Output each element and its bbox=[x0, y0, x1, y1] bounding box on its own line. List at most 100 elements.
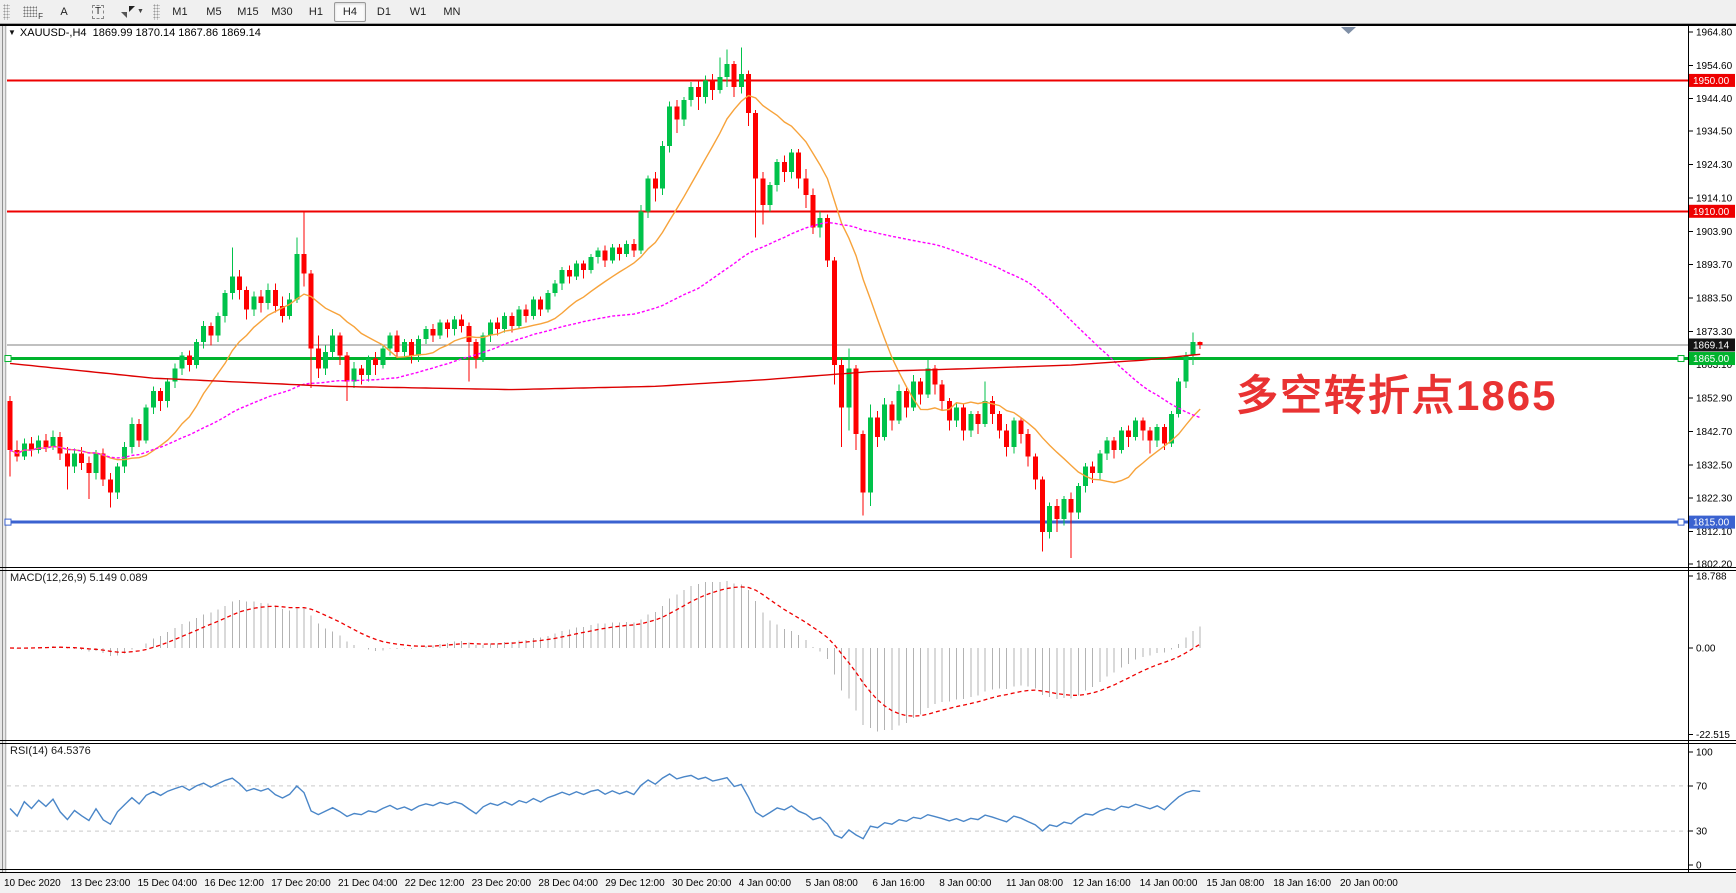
time-tick-11: 4 Jan 00:00 bbox=[739, 878, 792, 889]
price-tick-1893.70: 1893.70 bbox=[1696, 260, 1733, 271]
macd-signal-line bbox=[9, 586, 1201, 717]
price-badge-text-1869.14: 1869.14 bbox=[1693, 340, 1730, 351]
macd-histogram bbox=[16, 581, 1201, 732]
timeframe-button-group: M1 M5 M15 M30 H1 H4 D1 W1 MN bbox=[163, 1, 469, 22]
rsi-indicator-label: RSI(14) 64.5376 bbox=[10, 745, 91, 757]
time-tick-19: 18 Jan 16:00 bbox=[1273, 878, 1331, 889]
price-tick-1934.50: 1934.50 bbox=[1696, 127, 1733, 138]
arrows-tool-button[interactable]: ▼ bbox=[116, 2, 149, 22]
time-tick-6: 22 Dec 12:00 bbox=[405, 878, 465, 889]
price-tick-1873.30: 1873.30 bbox=[1696, 327, 1733, 338]
chart-toolbar: F A T ▼ M1 M5 M15 M30 H1 H4 D1 W1 MN bbox=[0, 0, 1736, 24]
timeframe-button-W1[interactable]: W1 bbox=[409, 5, 427, 18]
price-tick-1903.90: 1903.90 bbox=[1696, 227, 1733, 238]
ma-fast-line bbox=[9, 94, 1201, 484]
rsi-tick-30: 30 bbox=[1696, 827, 1708, 838]
price-tick-1964.80: 1964.80 bbox=[1696, 28, 1733, 39]
timeframe-button-M30[interactable]: M30 bbox=[271, 5, 293, 18]
price-tick-1842.70: 1842.70 bbox=[1696, 427, 1733, 438]
price-badge-text-1815.00: 1815.00 bbox=[1693, 518, 1730, 529]
timeframe-button-MN[interactable]: MN bbox=[443, 5, 461, 18]
time-tick-7: 23 Dec 20:00 bbox=[472, 878, 532, 889]
time-tick-16: 12 Jan 16:00 bbox=[1073, 878, 1131, 889]
price-tick-1944.40: 1944.40 bbox=[1696, 94, 1733, 105]
timeframe-button-H1[interactable]: H1 bbox=[308, 5, 323, 18]
chart-annotation-text: 多空转折点1865 bbox=[1236, 372, 1558, 419]
toolbar-drag-handle[interactable] bbox=[3, 3, 10, 20]
price-tick-1863.10: 1863.10 bbox=[1696, 360, 1733, 371]
dock-grid-icon: F bbox=[23, 6, 43, 21]
macd-tick--22.515: -22.515 bbox=[1696, 730, 1730, 741]
price-badge-1865.00 bbox=[1689, 352, 1735, 366]
price-tick-1914.10: 1914.10 bbox=[1696, 193, 1733, 204]
time-tick-3: 16 Dec 12:00 bbox=[204, 878, 264, 889]
pane-borders bbox=[0, 24, 1736, 873]
timeframe-toolbar-handle[interactable] bbox=[152, 3, 160, 20]
price-tick-1832.50: 1832.50 bbox=[1696, 460, 1733, 471]
symbol-period-label: XAUUSD-,H4 bbox=[19, 27, 87, 39]
line-handle-1815.00[interactable] bbox=[4, 518, 12, 526]
dock-chart-button[interactable]: F bbox=[14, 2, 46, 22]
time-tick-17: 14 Jan 00:00 bbox=[1140, 878, 1198, 889]
timeframe-button-M1[interactable]: M1 bbox=[172, 5, 188, 18]
chevron-down-icon: ▼ bbox=[137, 8, 144, 15]
ohlc-values: 1869.99 1870.14 1867.86 1869.14 bbox=[92, 27, 261, 39]
horizontal-level-lines[interactable] bbox=[7, 79, 1688, 524]
price-tick-1852.90: 1852.90 bbox=[1696, 394, 1733, 405]
macd-indicator-label: MACD(12,26,9) 5.149 0.089 bbox=[10, 572, 148, 584]
price-badge-1815.00 bbox=[1689, 515, 1735, 529]
price-tick-1924.30: 1924.30 bbox=[1696, 160, 1733, 171]
rsi-tick-100: 100 bbox=[1696, 748, 1713, 759]
price-badge-1910.00 bbox=[1689, 204, 1735, 218]
price-badge-text-1865.00: 1865.00 bbox=[1693, 354, 1730, 365]
price-tick-1812.10: 1812.10 bbox=[1696, 527, 1733, 538]
price-tick-1954.60: 1954.60 bbox=[1696, 61, 1733, 72]
time-tick-5: 21 Dec 04:00 bbox=[338, 878, 398, 889]
time-axis[interactable]: 10 Dec 2020 13 Dec 23:00 15 Dec 04:00 16 De… bbox=[4, 878, 1398, 889]
rsi-tick-0: 0 bbox=[1696, 861, 1702, 872]
price-tick-1822.30: 1822.30 bbox=[1696, 494, 1733, 505]
text-tool-button[interactable]: T bbox=[82, 2, 114, 22]
draw-arrows-icon bbox=[121, 5, 135, 18]
time-tick-10: 30 Dec 20:00 bbox=[672, 878, 732, 889]
timeframe-button-M5[interactable]: M5 bbox=[206, 5, 222, 18]
time-tick-12: 5 Jan 08:00 bbox=[806, 878, 859, 889]
chart-shift-marker[interactable] bbox=[1341, 27, 1356, 34]
price-axis[interactable]: 1964.80 1954.60 1944.40 1934.50 1924.30 1914.… bbox=[1688, 28, 1735, 872]
time-tick-20: 20 Jan 00:00 bbox=[1340, 878, 1398, 889]
rsi-line bbox=[9, 773, 1201, 840]
time-tick-0: 10 Dec 2020 bbox=[4, 878, 61, 889]
macd-tick-0.00: 0.00 bbox=[1696, 644, 1716, 655]
annotate-tool-button[interactable]: A bbox=[48, 2, 80, 22]
time-tick-8: 28 Dec 04:00 bbox=[538, 878, 598, 889]
timeframe-button-M15[interactable]: M15 bbox=[237, 5, 259, 18]
price-tick-1883.50: 1883.50 bbox=[1696, 294, 1733, 305]
line-handle-1815.00[interactable] bbox=[1677, 518, 1685, 526]
macd-tick-18.788: 18.788 bbox=[1696, 571, 1727, 582]
ma-mid-line bbox=[9, 221, 1201, 459]
letter-a-icon: A bbox=[60, 5, 68, 18]
price-badge-1950.00 bbox=[1689, 73, 1735, 87]
time-tick-14: 8 Jan 00:00 bbox=[939, 878, 992, 889]
ma-slow-line bbox=[9, 353, 1201, 391]
time-tick-4: 17 Dec 20:00 bbox=[271, 878, 331, 889]
candlestick-series bbox=[7, 47, 1203, 559]
line-handle-1865.00[interactable] bbox=[4, 355, 12, 363]
timeframe-button-D1[interactable]: D1 bbox=[376, 5, 391, 18]
time-tick-2: 15 Dec 04:00 bbox=[138, 878, 198, 889]
price-badge-text-1950.00: 1950.00 bbox=[1693, 76, 1730, 87]
line-handle-1865.00[interactable] bbox=[1677, 355, 1685, 363]
timeframe-button-H4[interactable]: H4 bbox=[333, 1, 366, 22]
time-tick-13: 6 Jan 16:00 bbox=[872, 878, 925, 889]
text-box-icon: T bbox=[91, 4, 105, 19]
time-tick-1: 13 Dec 23:00 bbox=[71, 878, 131, 889]
time-axis-strip[interactable] bbox=[0, 873, 1736, 893]
rsi-tick-70: 70 bbox=[1696, 781, 1708, 792]
price-badge-text-1910.00: 1910.00 bbox=[1693, 207, 1730, 218]
chart-ohlc-title: ▼ XAUUSD-,H4 1869.99 1870.14 1867.86 1869… bbox=[8, 27, 261, 39]
time-tick-9: 29 Dec 12:00 bbox=[605, 878, 665, 889]
time-tick-18: 15 Jan 08:00 bbox=[1206, 878, 1264, 889]
symbol-dropdown-icon[interactable]: ▼ bbox=[8, 28, 16, 37]
